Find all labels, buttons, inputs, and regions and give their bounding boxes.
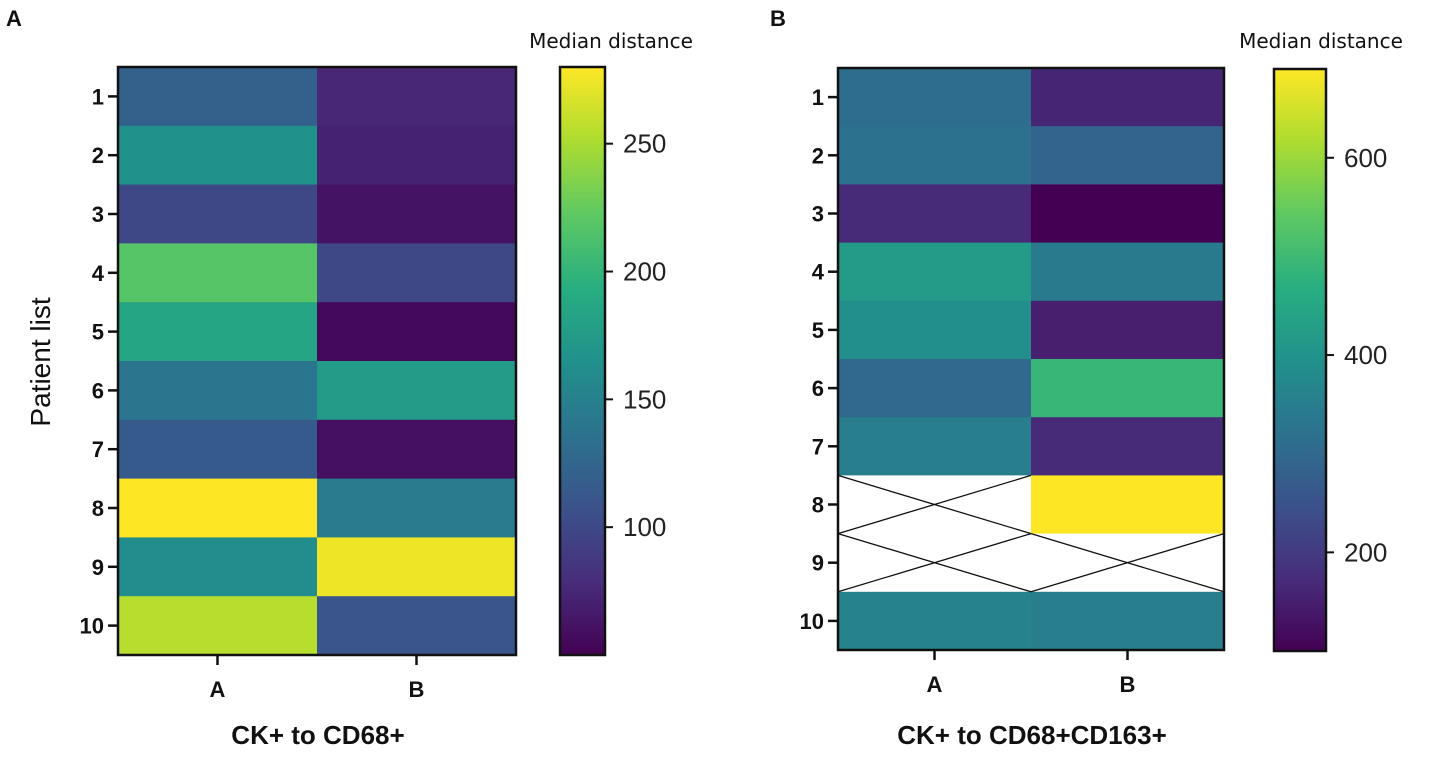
heatmap-cell — [1031, 300, 1225, 360]
y-tick-label: 3 — [812, 202, 824, 227]
heatmap-cell — [118, 478, 318, 538]
y-tick-label: 1 — [812, 85, 824, 110]
x-tick-label: A — [210, 677, 226, 702]
heatmap-cell — [1031, 359, 1225, 418]
colorbar — [558, 65, 607, 657]
panel-label: A — [6, 6, 22, 31]
heatmap-cell — [1031, 591, 1225, 651]
y-tick-label: 5 — [92, 320, 104, 345]
heatmap-cell — [317, 361, 517, 421]
y-tick-label: 9 — [92, 555, 104, 580]
heatmap-cell — [838, 126, 1032, 185]
y-tick-label: 10 — [80, 614, 104, 639]
x-tick-label: B — [409, 677, 425, 702]
heatmap-cell — [838, 68, 1032, 127]
y-tick-label: 2 — [812, 143, 824, 168]
colorbar-tick-label: 150 — [623, 384, 666, 414]
heatmap-cell — [118, 361, 318, 421]
y-tick-label: 2 — [92, 143, 104, 168]
heatmap-frame — [116, 65, 518, 657]
heatmap-cell — [118, 537, 318, 597]
y-tick-label: 6 — [92, 378, 104, 403]
colorbar-tick-label: 250 — [623, 129, 666, 159]
y-tick-label: 1 — [92, 84, 104, 109]
y-tick-label: 10 — [800, 609, 824, 634]
heatmap-cell — [317, 537, 517, 597]
y-tick-label: 8 — [92, 496, 104, 521]
heatmap-cell — [118, 419, 318, 480]
colorbar-tick-label: 200 — [623, 257, 666, 287]
colorbar-title: Median distance — [1239, 29, 1403, 53]
heatmap-cell — [317, 67, 517, 127]
y-tick-label: 5 — [812, 318, 824, 343]
x-axis-title: CK+ to CD68+ — [231, 720, 404, 750]
y-tick-label: 7 — [92, 437, 104, 462]
y-tick-label: 7 — [812, 434, 824, 459]
colorbar-tick-label: 400 — [1344, 340, 1387, 370]
heatmap-frame — [836, 66, 1226, 652]
heatmap-cell — [317, 419, 517, 480]
colorbar-tick-label: 200 — [1344, 537, 1387, 567]
heatmap-cell — [118, 67, 318, 127]
colorbar — [1272, 67, 1328, 653]
heatmap-cell — [838, 242, 1032, 302]
missing-cross-line — [1030, 532, 1225, 593]
colorbar-title: Median distance — [529, 29, 693, 53]
y-tick-label: 6 — [812, 376, 824, 401]
heatmap-cell — [1031, 475, 1225, 535]
panel-label: B — [770, 6, 786, 31]
y-tick-label: 3 — [92, 202, 104, 227]
heatmap-cell — [118, 596, 318, 656]
heatmap-cell — [838, 359, 1032, 418]
y-tick-label: 9 — [812, 551, 824, 576]
colorbar-tick-label: 600 — [1344, 143, 1387, 173]
y-axis-title: Patient list — [25, 297, 56, 426]
heatmap-cell — [118, 184, 318, 244]
heatmap-cell — [118, 243, 318, 303]
y-tick-label: 8 — [812, 493, 824, 518]
heatmap-cell — [838, 184, 1032, 244]
heatmap-cell — [317, 596, 517, 656]
y-tick-label: 4 — [92, 261, 105, 286]
y-tick-label: 4 — [812, 260, 825, 285]
heatmap-cell — [838, 300, 1032, 360]
heatmap-cell — [317, 478, 517, 538]
x-tick-label: A — [927, 672, 943, 697]
heatmap-cell — [1031, 68, 1225, 127]
heatmap-cell — [1031, 126, 1225, 185]
heatmap-cell — [317, 302, 517, 362]
heatmap-cell — [317, 125, 517, 186]
heatmap-cell — [1031, 242, 1225, 302]
heatmap-cell — [1031, 184, 1225, 244]
x-axis-title: CK+ to CD68+CD163+ — [897, 720, 1167, 750]
heatmap-cell — [118, 125, 318, 186]
heatmap-cell — [118, 302, 318, 362]
heatmap-cell — [317, 184, 517, 244]
heatmap-cell — [317, 243, 517, 303]
colorbar-tick-label: 100 — [623, 512, 666, 542]
missing-cross-line — [837, 532, 1032, 593]
x-tick-label: B — [1120, 672, 1136, 697]
heatmap-cell — [838, 417, 1032, 476]
heatmap-cell — [1031, 417, 1225, 476]
heatmap-cell — [838, 591, 1032, 651]
missing-cross-line — [837, 474, 1032, 535]
